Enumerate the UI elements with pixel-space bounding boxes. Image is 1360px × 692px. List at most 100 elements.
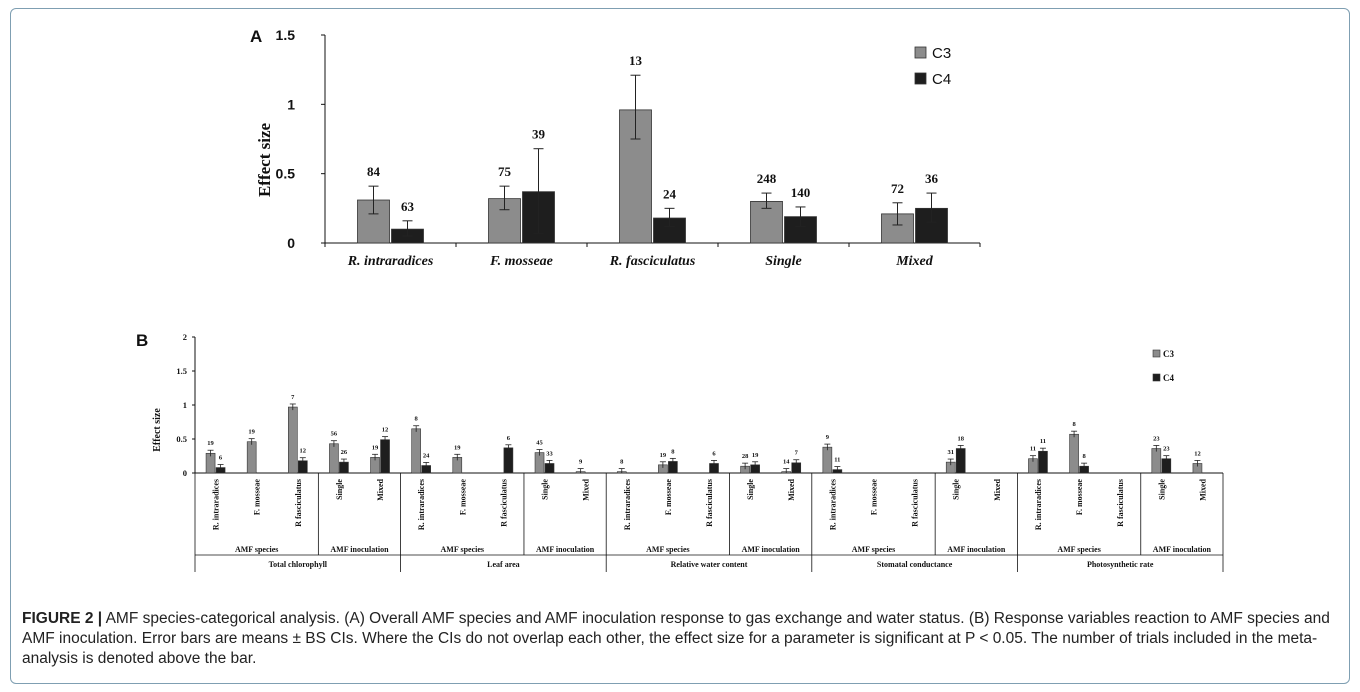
trial-count-label: 11 bbox=[1040, 438, 1046, 445]
trial-count-label: 13 bbox=[629, 53, 643, 68]
bar-c3 bbox=[822, 446, 833, 474]
trial-count-label: 84 bbox=[367, 164, 381, 179]
trial-count-label: 140 bbox=[791, 185, 811, 200]
x-category-label: Single bbox=[765, 254, 802, 269]
trial-count-label: 12 bbox=[1194, 450, 1201, 457]
legend-swatch-c4 bbox=[1152, 373, 1161, 382]
x-item-label: F. mosseae bbox=[869, 479, 878, 516]
x-item-label: Single bbox=[1157, 479, 1166, 500]
x-group-label: Stomatal conductance bbox=[877, 560, 953, 569]
y-tick-label: 1.5 bbox=[276, 27, 296, 43]
trial-count-label: 19 bbox=[752, 452, 759, 459]
panel-a-axes: 0 0.5 1 1.5 R. intraradices F. mosseae R. fasc… bbox=[276, 27, 981, 269]
x-item-label: Single bbox=[541, 479, 550, 500]
x-subgroup-label: AMF species bbox=[1057, 545, 1100, 554]
x-item-label: Mixed bbox=[1198, 478, 1207, 500]
trial-count-label: 24 bbox=[663, 186, 677, 201]
y-tick-label: 0.5 bbox=[176, 434, 187, 444]
x-subgroup-label: AMF species bbox=[235, 545, 278, 554]
trial-count-label: 14 bbox=[783, 459, 790, 466]
trial-count-label: 63 bbox=[401, 199, 415, 214]
x-item-label: F. mosseae bbox=[253, 479, 262, 516]
x-item-label: Mixed bbox=[582, 478, 591, 500]
y-tick-label: 2 bbox=[183, 332, 187, 342]
y-tick-label: 1.5 bbox=[176, 366, 187, 376]
x-group-label: Photosynthetic rate bbox=[1087, 560, 1154, 569]
trial-count-label: 12 bbox=[382, 427, 389, 434]
trial-count-label: 8 bbox=[415, 416, 419, 423]
legend-label-c4: C4 bbox=[932, 71, 951, 88]
caption-body: (A) Overall AMF species and AMF inoculat… bbox=[22, 610, 1330, 667]
x-item-label: R. intraradices bbox=[212, 479, 221, 530]
bar-c4 bbox=[1038, 450, 1048, 474]
panel-a-letter: A bbox=[250, 27, 262, 46]
legend-swatch-c4 bbox=[914, 72, 927, 85]
trial-count-label: 7 bbox=[291, 394, 295, 401]
trial-count-label: 33 bbox=[546, 450, 553, 457]
trial-count-label: 26 bbox=[341, 449, 348, 456]
trial-count-label: 23 bbox=[1163, 446, 1170, 453]
y-tick-label: 0.5 bbox=[276, 166, 296, 182]
bar-c4 bbox=[380, 439, 390, 474]
legend-label-c4: C4 bbox=[1163, 373, 1174, 383]
caption-title: AMF species-categorical analysis. bbox=[105, 610, 340, 627]
x-category-label: R. fasciculatus bbox=[609, 254, 696, 269]
x-item-label: Mixed bbox=[376, 478, 385, 500]
bar-c3 bbox=[411, 428, 421, 474]
trial-count-label: 36 bbox=[925, 171, 939, 186]
trial-count-label: 7 bbox=[795, 450, 799, 457]
x-item-label: Single bbox=[335, 479, 344, 500]
panel-a-ylabel: Effect size bbox=[255, 122, 274, 197]
bar-c3 bbox=[246, 441, 257, 474]
trial-count-label: 11 bbox=[1030, 446, 1036, 453]
panel-b-axes: 0 0.5 1 1.5 2 R. intraradices F. mosseae R fasc… bbox=[176, 332, 1224, 572]
x-subgroup-label: AMF species bbox=[441, 545, 484, 554]
x-subgroup-label: AMF inoculation bbox=[947, 545, 1006, 554]
figure-caption: FIGURE 2 | AMF species-categorical analy… bbox=[22, 609, 1338, 669]
x-item-label: R fasciculatus bbox=[911, 479, 920, 527]
x-item-label: Single bbox=[952, 479, 961, 500]
trial-count-label: 9 bbox=[579, 459, 583, 466]
legend-label-c3: C3 bbox=[932, 45, 951, 62]
x-item-label: R. intraradices bbox=[623, 479, 632, 530]
x-subgroup-label: AMF inoculation bbox=[330, 545, 389, 554]
trial-count-label: 31 bbox=[947, 449, 954, 456]
y-tick-label: 0 bbox=[287, 235, 295, 251]
trial-count-label: 24 bbox=[423, 452, 430, 459]
bar-c4 bbox=[955, 448, 966, 474]
x-item-label: R. intraradices bbox=[828, 479, 837, 530]
x-item-label: R. intraradices bbox=[1034, 479, 1043, 530]
trial-count-label: 6 bbox=[507, 435, 511, 442]
trial-count-label: 19 bbox=[372, 444, 379, 451]
x-item-label: F. mosseae bbox=[664, 479, 673, 516]
legend-swatch-c3 bbox=[914, 46, 927, 59]
caption-label: FIGURE 2 | bbox=[22, 610, 103, 627]
trial-count-label: 8 bbox=[671, 448, 675, 455]
trial-count-label: 248 bbox=[757, 171, 777, 186]
trial-count-label: 72 bbox=[891, 181, 904, 196]
legend-label-c3: C3 bbox=[1163, 349, 1174, 359]
x-group-label: Relative water content bbox=[671, 560, 748, 569]
trial-count-label: 18 bbox=[957, 435, 964, 442]
trial-count-label: 45 bbox=[536, 440, 543, 447]
x-category-label: Mixed bbox=[895, 254, 934, 269]
trial-count-label: 39 bbox=[532, 127, 546, 142]
panel-a-legend: C3 C4 bbox=[914, 45, 951, 88]
trial-count-label: 75 bbox=[498, 164, 512, 179]
trial-count-label: 19 bbox=[454, 444, 461, 451]
x-item-label: Single bbox=[746, 479, 755, 500]
trial-count-label: 8 bbox=[1072, 421, 1076, 428]
x-category-label: F. mosseae bbox=[489, 254, 553, 269]
x-group-label: Leaf area bbox=[487, 560, 520, 569]
trial-count-label: 28 bbox=[742, 453, 749, 460]
x-category-label: R. intraradices bbox=[347, 254, 434, 269]
y-tick-label: 0 bbox=[183, 468, 187, 478]
x-item-label: Mixed bbox=[787, 478, 796, 500]
bar-c4 bbox=[503, 447, 514, 474]
x-item-label: R fasciculatus bbox=[1116, 479, 1125, 527]
chart-panel-a: A Effect size 0 0.5 1 1.5 R. intraradices F. … bbox=[250, 27, 981, 269]
bar-c3 bbox=[1069, 433, 1079, 474]
trial-count-label: 12 bbox=[300, 448, 307, 455]
x-group-label: Total chlorophyll bbox=[269, 560, 328, 569]
